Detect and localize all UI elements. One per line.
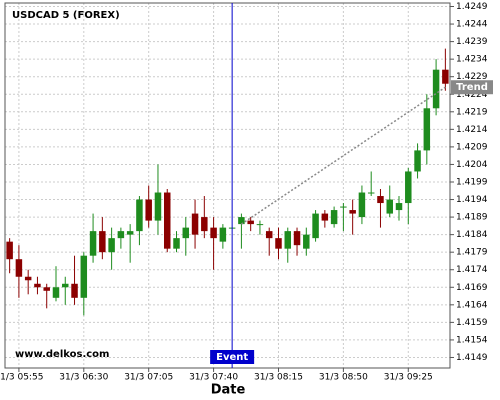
chart-title: USDCAD 5 (FOREX) [12, 10, 120, 21]
candle-body [6, 241, 13, 260]
y-tick-label: 1.4239 [456, 37, 488, 47]
x-tick-label: 31/3 07:40 [189, 373, 238, 383]
y-tick-label: 1.4204 [456, 160, 488, 170]
candle-body [303, 234, 310, 249]
candle-body [432, 69, 440, 109]
candle-body [358, 192, 366, 218]
candle-body [340, 206, 347, 208]
candle-body [414, 150, 421, 172]
y-tick-label: 1.4229 [456, 72, 488, 82]
trend-label: Trend [456, 82, 488, 93]
y-tick-label: 1.4194 [456, 195, 488, 205]
candle-body [293, 231, 301, 246]
candle-body [71, 283, 78, 298]
y-tick-label: 1.4159 [456, 318, 488, 328]
x-tick-label: 31/3 06:30 [59, 373, 108, 383]
y-tick-label: 1.4214 [456, 125, 488, 135]
candle-body [108, 238, 115, 253]
candle-body [24, 276, 32, 281]
event-label: Event [216, 352, 248, 363]
y-tick-label: 1.4189 [456, 213, 488, 223]
candle-body [442, 69, 449, 84]
y-tick-label: 1.4224 [456, 90, 488, 100]
candle-body [136, 199, 143, 232]
candle-body [386, 199, 393, 214]
candle-body [247, 220, 254, 225]
y-tick-label: 1.4249 [456, 2, 488, 12]
candle-body [405, 171, 412, 204]
marks [6, 48, 449, 316]
candle-body [80, 255, 88, 298]
candle-body [312, 213, 319, 239]
y-tick-label: 1.4169 [456, 283, 488, 293]
y-tick-label: 1.4199 [456, 177, 488, 187]
candle-body [89, 231, 97, 256]
x-tick-label: 31/3 08:15 [254, 373, 303, 383]
candle-body [52, 287, 60, 298]
candle-body [210, 227, 217, 239]
x-tick-label: 31/3 09:25 [384, 373, 433, 383]
candle-body [117, 231, 125, 239]
candle-body [182, 227, 190, 239]
y-tick-label: 1.4179 [456, 248, 488, 258]
x-axis-label: Date [211, 383, 246, 398]
plot-frame [4, 2, 451, 369]
y-tick-label: 1.4234 [456, 55, 488, 65]
event-label-box [210, 350, 255, 364]
candle-body [219, 227, 227, 242]
y-tick-label: 1.4244 [456, 20, 488, 30]
candle-body [191, 213, 199, 235]
x-tick-label: 31/3 05:55 [0, 373, 43, 383]
y-tick-label: 1.4219 [456, 107, 488, 117]
y-tick-label: 1.4149 [456, 353, 488, 363]
y-tick-label: 1.4209 [456, 142, 488, 152]
candle-body [265, 231, 273, 239]
candle-body [99, 231, 106, 253]
candle-body [349, 210, 356, 214]
y-tick-label: 1.4154 [456, 335, 488, 345]
candle-body [15, 259, 23, 277]
candle-body [34, 283, 41, 288]
candle-body [126, 231, 134, 235]
candle-body [321, 213, 329, 221]
candle-body [43, 287, 50, 291]
candle-body [423, 108, 431, 151]
candle-body [395, 203, 403, 211]
candle-body [62, 283, 69, 288]
candle-body [201, 217, 208, 232]
candle-body [145, 199, 152, 221]
candle-body [173, 238, 180, 249]
trend-label-box [451, 80, 493, 95]
y-tick-label: 1.4184 [456, 230, 488, 240]
watermark: www.delkos.com [15, 349, 109, 360]
candle-body [284, 231, 292, 249]
trend-line [240, 86, 446, 225]
candle-body [275, 238, 282, 249]
y-tick-label: 1.4164 [456, 300, 488, 310]
x-tick-label: 31/3 07:05 [124, 373, 173, 383]
y-tick-label: 1.4174 [456, 265, 488, 275]
candle-body [367, 192, 375, 194]
candle-body [154, 192, 162, 221]
candle-body [256, 224, 264, 226]
candle-body [163, 192, 171, 249]
x-tick-label: 31/3 08:50 [319, 373, 368, 383]
candle-body [377, 196, 384, 204]
candle-body [238, 217, 245, 225]
candle-body [330, 210, 338, 225]
